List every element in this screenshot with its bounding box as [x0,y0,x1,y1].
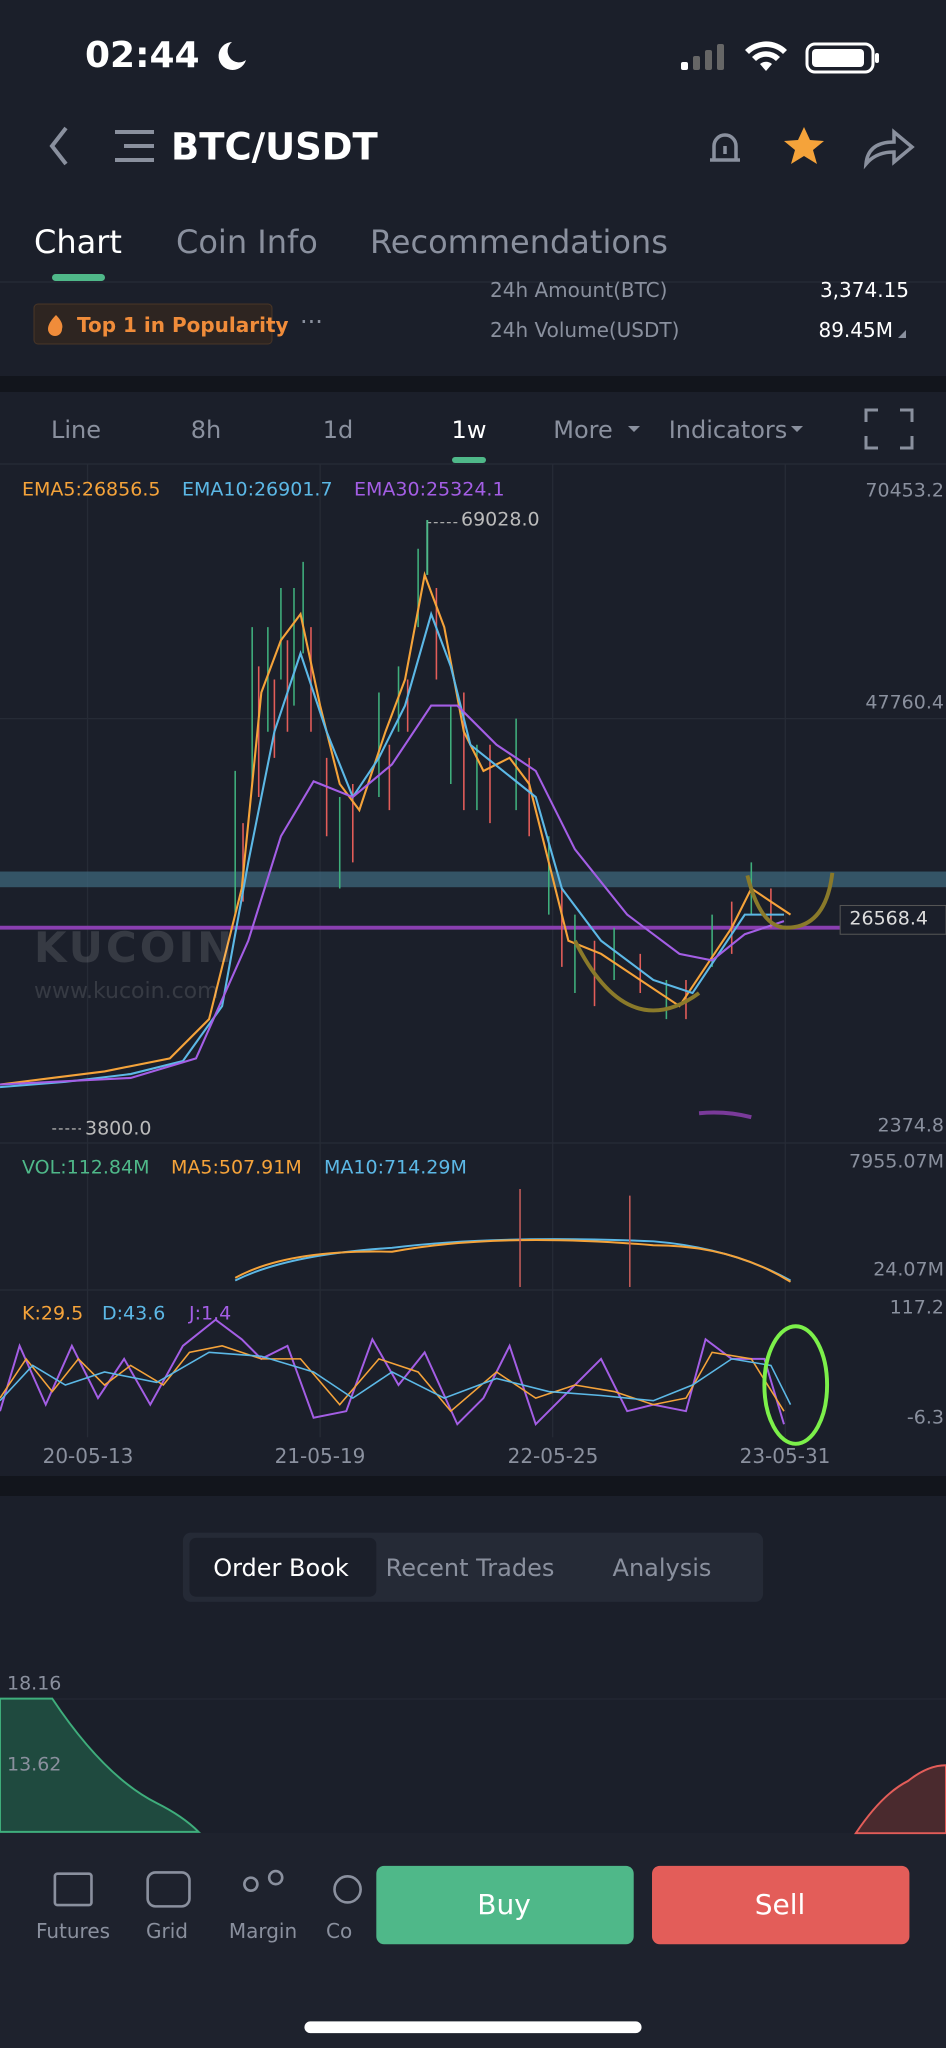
price-axis-label: 2374.8 [877,1114,944,1137]
toolbar-item[interactable]: More [553,416,613,444]
kdj-axis-label: -6.3 [906,1406,944,1429]
stat-value: 89.45M [818,318,893,342]
sell-button[interactable]: Sell [754,1888,806,1921]
kdj-axis-label: 117.2 [889,1296,944,1319]
buy-button[interactable]: Buy [477,1888,531,1921]
nav-item[interactable]: Grid [146,1919,188,1943]
price-axis-label: 70453.2 [865,479,944,502]
date-label: 20-05-13 [42,1444,134,1468]
toolbar-indicator [452,457,486,463]
favorite-icon[interactable] [784,127,824,164]
toolbar-item[interactable]: Indicators [668,416,788,444]
back-icon[interactable] [49,126,68,166]
ema-label: EMA5:26856.5 [22,478,161,501]
date-label: 23-05-31 [739,1444,831,1468]
order-tab[interactable]: Order Book [213,1554,349,1582]
badge-bg [33,303,273,345]
depth-label: 18.16 [7,1672,62,1695]
depth-label: 13.62 [7,1753,62,1776]
chart-graphics [0,463,946,2034]
date-label: 21-05-19 [274,1444,366,1468]
high-label: 69028.0 [461,508,540,531]
separator [0,1476,946,1496]
stat-label: 24h Volume(USDT) [490,318,680,342]
volume-label: MA5:507.91M [171,1156,302,1179]
price-axis-label: 47760.4 [865,691,944,714]
tab[interactable]: Recommendations [370,223,668,261]
share-icon[interactable] [863,128,915,170]
volume-axis-label: 24.07M [873,1258,944,1281]
date-label: 22-05-25 [507,1444,599,1468]
kdj-label: D:43.6 [102,1302,166,1325]
pair-title: BTC/USDT [171,125,378,169]
low-label: 3800.0 [85,1117,152,1140]
nav-item[interactable]: Margin [228,1919,298,1943]
stat-label: 24h Amount(BTC) [490,278,668,302]
tab[interactable]: Coin Info [176,223,318,261]
order-tab[interactable]: Analysis [612,1554,712,1582]
kdj-label: K:29.5 [22,1302,84,1325]
order-tab[interactable]: Recent Trades [385,1554,555,1582]
fire-icon [48,315,63,336]
stat-value: 3,374.15 [819,278,909,302]
volume-label: VOL:112.84M [22,1156,150,1179]
nav-item[interactable]: Co [326,1921,353,1941]
current-price: 26568.4 [849,907,928,930]
kdj-label: J:1.4 [189,1302,232,1325]
alert-icon[interactable] [710,133,740,162]
badge[interactable]: Top 1 in Popularity [77,313,289,337]
separator [0,376,946,392]
ema-label: EMA30:25324.1 [354,478,505,501]
fullscreen-icon[interactable] [864,408,914,450]
ema-label: EMA10:26901.7 [182,478,333,501]
status-icons [218,41,879,74]
more-dots[interactable]: ··· [300,308,323,336]
tab-indicator [52,274,105,281]
volume-axis-label: 7955.07M [849,1150,944,1173]
volume-label: MA10:714.29M [324,1156,467,1179]
toolbar-item[interactable]: Line [50,416,102,444]
time: 02:44 [85,35,200,76]
tab[interactable]: Chart [34,223,122,261]
toolbar-item[interactable]: 1d [322,416,354,444]
watermark-url: www.kucoin.com [34,979,219,1004]
toolbar-item[interactable]: 8h [190,416,222,444]
dropdown-icon [898,330,906,338]
watermark: KUCOIN [34,923,236,972]
nav-item[interactable]: Futures [35,1919,111,1943]
menu-icon[interactable] [115,130,154,162]
toolbar-item[interactable]: 1w [451,416,487,444]
